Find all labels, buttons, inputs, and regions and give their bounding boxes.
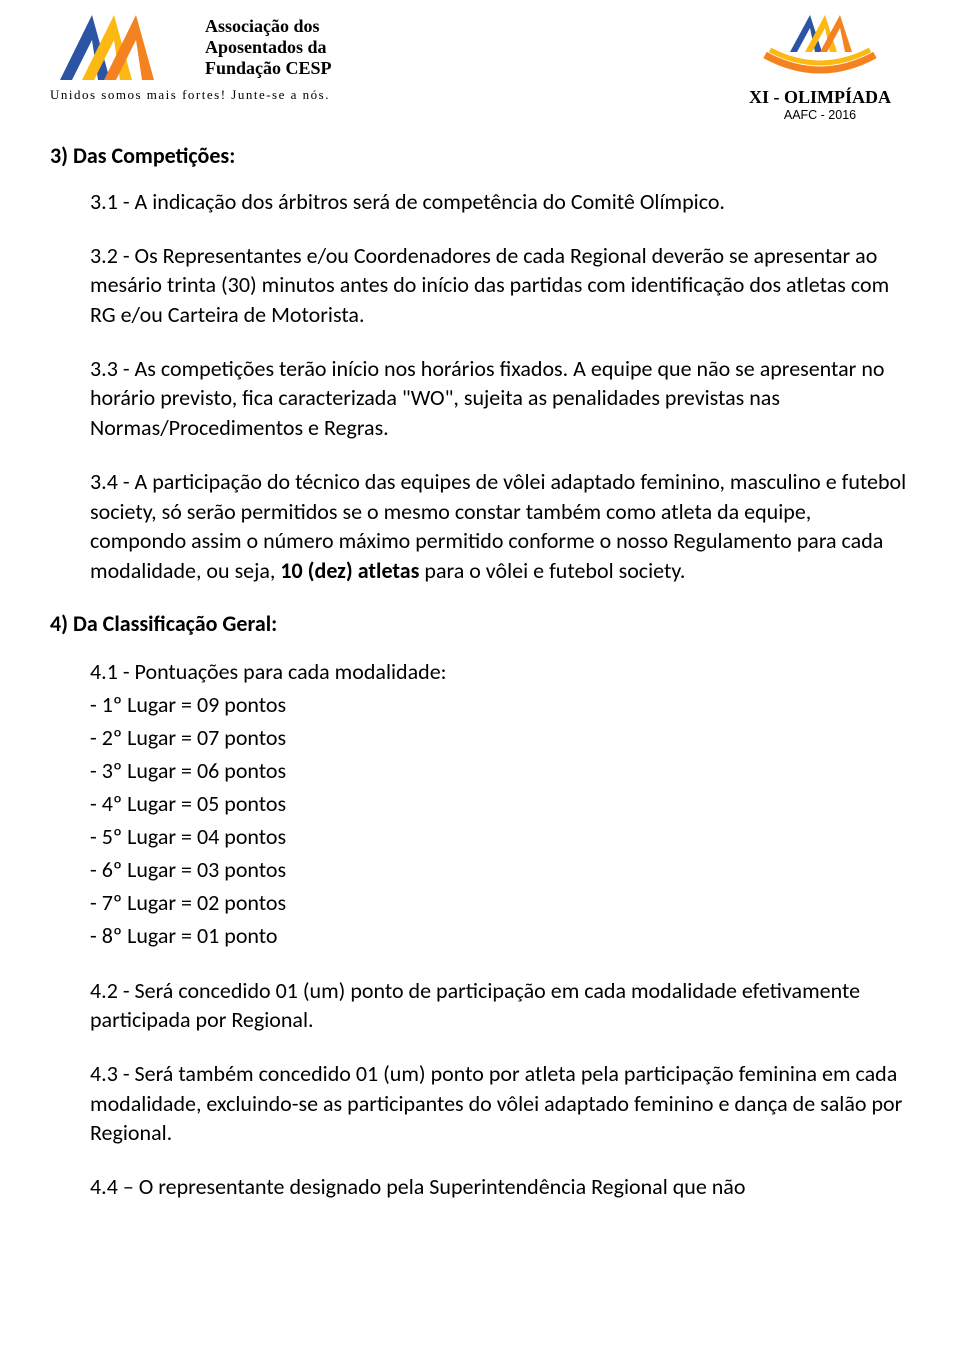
paragraph-4-2: 4.2 - Será concedido 01 (um) ponto de pa… — [90, 976, 910, 1035]
section-3-heading: 3) Das Competições: — [50, 142, 910, 169]
olimpiada-logo-icon — [755, 10, 885, 80]
aafc-logo-icon — [50, 10, 190, 85]
paragraph-3-2: 3.2 - Os Representantes e/ou Coordenador… — [90, 241, 910, 330]
header-left: Associação dos Aposentados da Fundação C… — [50, 10, 332, 103]
header-logo-row: Associação dos Aposentados da Fundação C… — [50, 10, 332, 85]
olimpiada-title: XI - OLIMPÍADA — [730, 87, 910, 108]
points-line: - 7º Lugar = 02 pontos — [90, 886, 910, 919]
assoc-line3: Fundação CESP — [205, 58, 332, 79]
points-line: - 3º Lugar = 06 pontos — [90, 754, 910, 787]
paragraph-4-4: 4.4 – O representante designado pela Sup… — [90, 1172, 910, 1202]
paragraph-3-3: 3.3 - As competições terão início nos ho… — [90, 354, 910, 443]
paragraph-3-1: 3.1 - A indicação dos árbitros será de c… — [90, 187, 910, 217]
header-right: XI - OLIMPÍADA AAFC - 2016 — [730, 10, 910, 122]
points-line: - 6º Lugar = 03 pontos — [90, 853, 910, 886]
paragraph-4-3: 4.3 - Será também concedido 01 (um) pont… — [90, 1059, 910, 1148]
points-intro: 4.1 - Pontuações para cada modalidade: — [90, 655, 910, 688]
para34-bold: 10 (dez) atletas — [280, 557, 419, 584]
points-line: - 1º Lugar = 09 pontos — [90, 688, 910, 721]
points-line: - 4º Lugar = 05 pontos — [90, 787, 910, 820]
olimpiada-subtitle: AAFC - 2016 — [730, 108, 910, 122]
association-name: Associação dos Aposentados da Fundação C… — [205, 16, 332, 78]
paragraph-3-4: 3.4 - A participação do técnico das equi… — [90, 467, 910, 586]
assoc-line1: Associação dos — [205, 16, 332, 37]
document-page: Associação dos Aposentados da Fundação C… — [0, 0, 960, 1266]
points-block: 4.1 - Pontuações para cada modalidade: -… — [90, 655, 910, 952]
points-line: - 5º Lugar = 04 pontos — [90, 820, 910, 853]
points-line: - 8º Lugar = 01 ponto — [90, 919, 910, 952]
assoc-line2: Aposentados da — [205, 37, 332, 58]
points-line: - 2º Lugar = 07 pontos — [90, 721, 910, 754]
points-list-container: - 1º Lugar = 09 pontos- 2º Lugar = 07 po… — [90, 688, 910, 952]
page-header: Associação dos Aposentados da Fundação C… — [50, 10, 910, 122]
slogan-text: Unidos somos mais fortes! Junte-se a nós… — [50, 87, 332, 103]
section-4-heading: 4) Da Classificação Geral: — [50, 610, 910, 637]
para34-part-b: para o vôlei e futebol society. — [419, 557, 685, 584]
